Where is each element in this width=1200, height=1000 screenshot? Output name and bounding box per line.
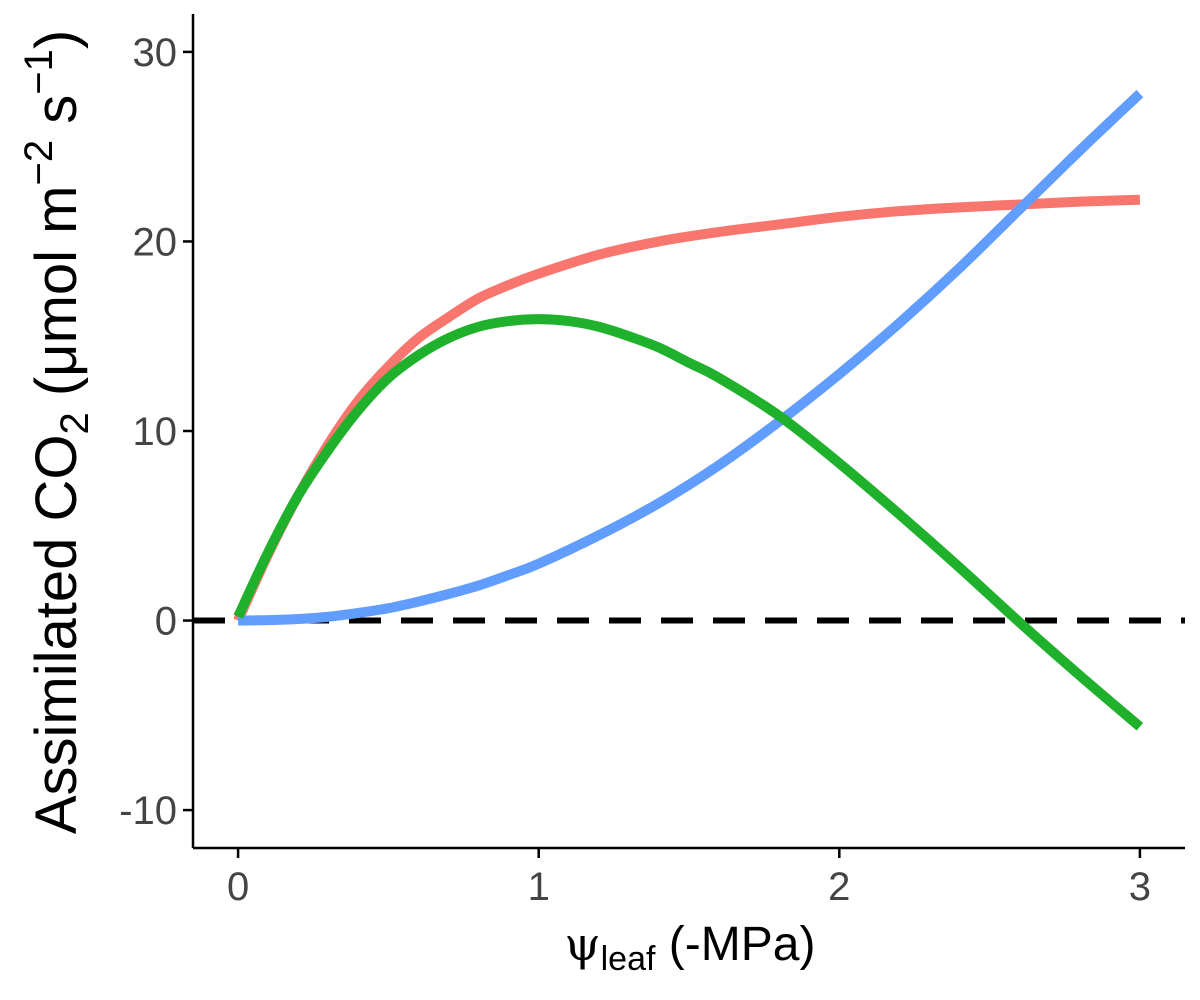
y-ticks: -10 0 10 20 30 — [119, 31, 193, 833]
y-axis-prefix: Assimilated CO — [24, 435, 89, 835]
y-tick-label: 10 — [133, 410, 178, 454]
x-ticks: 0 1 2 3 — [227, 848, 1151, 909]
plot-area — [193, 89, 1185, 731]
x-axis-symbol: ψ — [565, 917, 601, 971]
x-axis-subscript: leaf — [601, 940, 656, 978]
y-axis-subscript: 2 — [53, 412, 97, 434]
x-axis-title: ψleaf (-MPa) — [565, 917, 816, 978]
y-axis-units-close: ) — [24, 30, 89, 49]
x-axis-unit: (-MPa) — [669, 918, 816, 971]
x-tick-label: 2 — [828, 865, 850, 909]
series-group — [233, 89, 1144, 731]
series-line-1 — [233, 194, 1141, 623]
y-axis-exp2: −1 — [17, 49, 61, 95]
y-axis-units-mid: s — [24, 95, 89, 140]
y-tick-label: 20 — [133, 220, 178, 264]
x-tick-label: 1 — [528, 865, 550, 909]
y-axis-units-open: (μmol m — [24, 186, 89, 397]
y-tick-label: 0 — [155, 600, 177, 644]
y-tick-label: -10 — [119, 789, 177, 833]
x-tick-label: 3 — [1129, 865, 1151, 909]
y-axis-exp1: −2 — [17, 140, 61, 186]
series-line-2 — [238, 89, 1144, 626]
y-axis-title: Assimilated CO2 (μmol m−2 s−1) — [17, 30, 97, 834]
x-tick-label: 0 — [227, 865, 249, 909]
series-line-3 — [233, 314, 1144, 731]
y-tick-label: 30 — [133, 31, 178, 75]
